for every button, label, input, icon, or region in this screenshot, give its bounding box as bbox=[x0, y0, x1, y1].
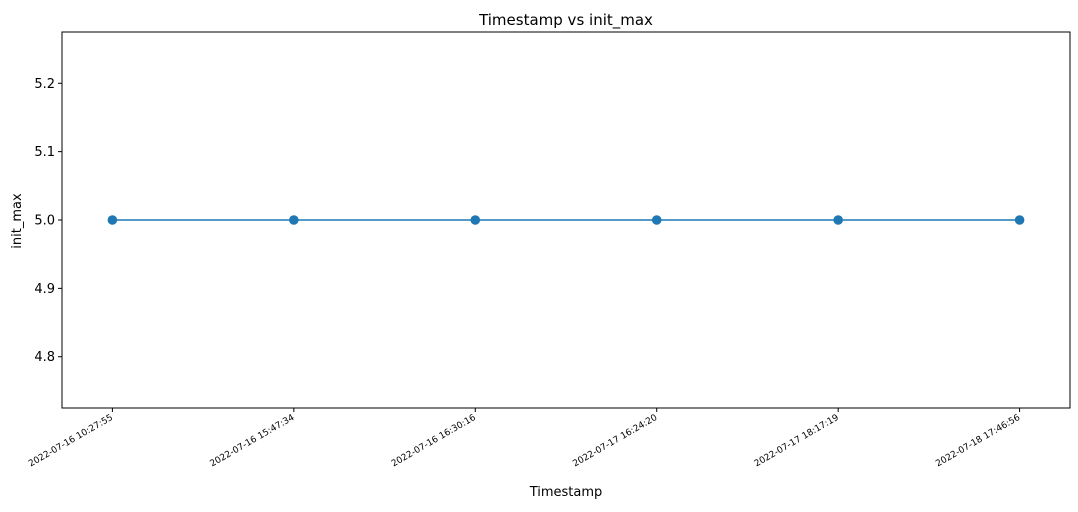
data-point bbox=[833, 215, 843, 225]
data-point bbox=[470, 215, 481, 225]
data-point bbox=[651, 215, 662, 225]
y-tick-label: 4.8 bbox=[34, 350, 55, 365]
chart-title: Timestamp vs init_max bbox=[478, 11, 653, 30]
y-tick-label: 5.1 bbox=[34, 145, 55, 160]
data-point bbox=[289, 215, 299, 225]
y-tick-label: 4.9 bbox=[34, 282, 55, 297]
data-point bbox=[107, 215, 118, 225]
x-axis-label: Timestamp bbox=[529, 485, 603, 500]
y-tick-label: 5.0 bbox=[34, 214, 55, 229]
y-axis-label: init_max bbox=[10, 193, 25, 249]
y-tick-label: 5.2 bbox=[34, 77, 55, 92]
data-point bbox=[1014, 215, 1025, 225]
